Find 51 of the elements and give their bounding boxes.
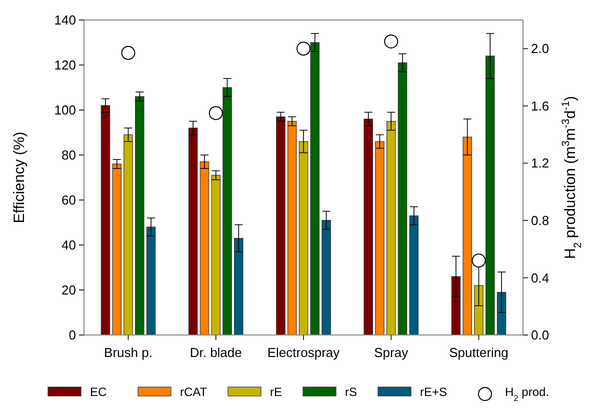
legend-label: rCAT bbox=[180, 385, 208, 400]
bar bbox=[375, 141, 384, 336]
bar bbox=[276, 116, 286, 336]
bar bbox=[200, 161, 210, 336]
legend-label: rE+S bbox=[420, 385, 448, 400]
bar bbox=[398, 62, 408, 336]
y2-tick-label: 0.4 bbox=[531, 270, 550, 286]
y2-tick-label: 2.0 bbox=[531, 41, 550, 56]
y2-tick-label: 0.8 bbox=[531, 213, 550, 228]
y2-tick-label: 1.2 bbox=[531, 156, 550, 171]
bar bbox=[112, 164, 122, 336]
bar bbox=[222, 87, 232, 336]
bar bbox=[486, 56, 495, 336]
bar bbox=[146, 226, 156, 336]
y-tick-label: 40 bbox=[62, 238, 76, 253]
y-tick-label: 140 bbox=[54, 12, 76, 28]
bar bbox=[462, 136, 472, 336]
y-tick-label: 120 bbox=[54, 58, 76, 73]
y-tick-label: 0 bbox=[68, 328, 76, 343]
x-tick-label: Brush p. bbox=[104, 345, 152, 360]
y-tick-label: 20 bbox=[62, 282, 76, 298]
x-tick-label: Dr. blade bbox=[190, 345, 242, 360]
point bbox=[121, 46, 136, 60]
legend-label: rE bbox=[270, 385, 282, 400]
y2-tick-label: 1.6 bbox=[531, 98, 550, 114]
point bbox=[296, 42, 310, 56]
bar bbox=[322, 220, 331, 336]
bar bbox=[310, 42, 320, 336]
bar bbox=[287, 120, 297, 336]
bar bbox=[188, 128, 198, 336]
y2-tick-label: 0.0 bbox=[531, 328, 550, 343]
legend-label: H$_{2}$ prod. bbox=[505, 385, 550, 404]
bar bbox=[234, 238, 244, 336]
x-tick-label: Sputtering bbox=[449, 345, 508, 360]
y-tick-label: 100 bbox=[54, 102, 76, 118]
bar bbox=[409, 215, 419, 336]
bar bbox=[135, 96, 144, 336]
bar bbox=[364, 118, 373, 336]
y-tick-label: 80 bbox=[62, 148, 76, 163]
legend-label: rS bbox=[345, 385, 357, 400]
bar bbox=[496, 292, 506, 336]
bar bbox=[100, 105, 110, 336]
y-axis-title: Efficiency (%) bbox=[11, 132, 28, 224]
point bbox=[472, 254, 486, 268]
point bbox=[208, 106, 223, 120]
y-tick-label: 60 bbox=[62, 192, 76, 208]
point bbox=[384, 34, 398, 48]
bar bbox=[451, 276, 461, 336]
legend-label: EC bbox=[90, 385, 108, 400]
x-tick-label: Spray bbox=[374, 345, 409, 360]
x-tick-label: Electrospray bbox=[267, 345, 340, 360]
